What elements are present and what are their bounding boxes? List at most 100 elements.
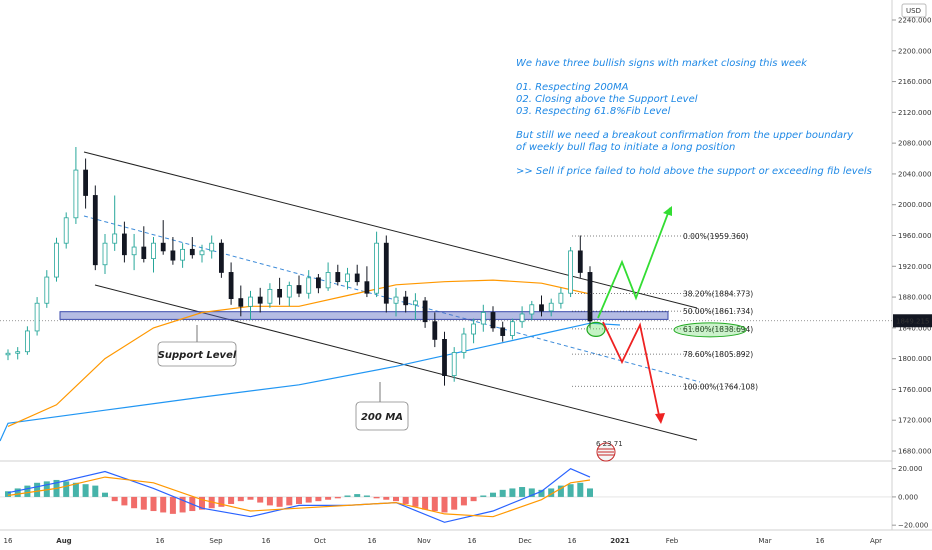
macd-histogram-bar (451, 496, 458, 510)
ma200-callout-text: 200 MA (361, 412, 403, 423)
macd-histogram-bar (470, 496, 477, 502)
macd-histogram-bar (431, 496, 438, 512)
annotation-line: But still we need a breakout confirmatio… (516, 130, 854, 141)
macd-histogram-bar (169, 496, 176, 514)
y-tick-label: 1800.000 (898, 355, 931, 363)
candle-body (267, 288, 273, 304)
x-tick-label: Feb (666, 537, 679, 545)
ma200-callout-box[interactable] (355, 401, 409, 431)
macd-line[interactable] (7, 468, 591, 523)
candle-body (151, 242, 156, 259)
macd-histogram-bar (121, 496, 128, 506)
macd-histogram-bar (160, 496, 167, 513)
candle-body (364, 281, 370, 294)
candle-body (403, 296, 409, 306)
macd-histogram-bar (363, 495, 370, 497)
candle-body (92, 195, 98, 266)
y-tick-label: 1720.000 (898, 417, 931, 425)
price-badge-text: 1849.215 (896, 317, 929, 325)
candle-body (228, 272, 234, 300)
macd-histogram-bar (334, 496, 341, 499)
candle-body (519, 313, 525, 323)
support-callout-text: Support Level (158, 350, 237, 361)
x-tick-label: Dec (518, 537, 532, 545)
y-tick-label: 2240.000 (898, 17, 931, 25)
macd-histogram-bar (24, 485, 31, 497)
x-tick-label: 16 (368, 537, 377, 545)
candle-body (209, 242, 215, 252)
candle-body (548, 302, 554, 312)
macd-histogram-bar (315, 496, 322, 502)
candle-body (15, 351, 21, 354)
channel-lower-line[interactable] (94, 284, 698, 441)
annotation-line: of weekly bull flag to initiate a long p… (516, 142, 735, 153)
candle-body (141, 246, 147, 259)
macd-histogram-bar (373, 496, 380, 499)
x-tick-label: Apr (870, 537, 882, 545)
bull-arrow-head (663, 206, 672, 216)
fib-level-label: 0.00%(1959.360) (683, 232, 749, 241)
macd-histogram-bar (247, 496, 254, 500)
macd-histogram-bar (286, 496, 293, 506)
candle-body (432, 321, 438, 340)
support-zone[interactable] (59, 311, 669, 320)
candle-body (315, 277, 321, 289)
macd-histogram-bar (548, 488, 555, 497)
macd-histogram-bar (383, 496, 390, 500)
candle-body (568, 250, 573, 294)
y-tick-label: 2000.000 (898, 201, 931, 209)
macd-histogram-bar (587, 488, 593, 497)
macd-histogram-bar (266, 496, 273, 506)
price-badge (893, 314, 932, 328)
y-tick-label: 2200.000 (898, 47, 931, 55)
macd-histogram-bar (179, 496, 186, 513)
macd-histogram-bar (72, 482, 79, 497)
macd-histogram-bar (354, 494, 361, 497)
fib-level-label: 38.20%(1884.773) (683, 289, 753, 298)
macd-histogram-bar (567, 484, 574, 497)
macd-histogram-bar (63, 481, 70, 497)
x-tick-label: 2021 (610, 537, 630, 545)
bull-projection-arrow[interactable] (597, 207, 671, 319)
bear-projection-arrow[interactable] (602, 321, 661, 421)
y-tick-label: 2120.000 (898, 109, 931, 117)
y-tick-label: 1920.000 (898, 263, 931, 271)
candle-body (393, 296, 399, 304)
candle-body (5, 352, 11, 356)
channel-mid-dashed-line[interactable] (83, 215, 701, 383)
y-tick-label: 2080.000 (898, 140, 931, 148)
macd-histogram-bar (577, 482, 584, 497)
touch-circle[interactable] (586, 321, 606, 337)
macd-histogram-bar (557, 485, 564, 497)
support-callout-box[interactable] (157, 341, 237, 367)
candle-body (170, 250, 176, 261)
candle-body (587, 272, 593, 322)
ma-50-line[interactable] (7, 279, 591, 427)
macd-signal-line[interactable] (7, 476, 591, 518)
macd-histogram-bar (199, 496, 205, 510)
x-tick-label: 16 (816, 537, 825, 545)
macd-histogram-bar (499, 489, 506, 497)
candle-body (325, 272, 331, 289)
candle-body (461, 333, 467, 353)
macd-histogram-bar (460, 496, 467, 506)
ma-200-line[interactable] (0, 322, 621, 442)
macd-histogram-bar (237, 496, 244, 502)
fib-61-highlight[interactable] (673, 322, 747, 338)
macd-histogram-bar (218, 496, 225, 507)
macd-histogram-bar (43, 481, 50, 497)
annotation-line: 03. Respecting 61.8%Fib Level (516, 106, 671, 117)
fib-level-label: 61.80%(1838.694) (683, 325, 753, 334)
x-tick-label: Oct (314, 537, 326, 545)
annotation-line: We have three bullish signs with market … (516, 58, 808, 69)
candle-body (296, 285, 302, 294)
channel-upper-line[interactable] (83, 151, 698, 309)
candle-body (354, 273, 360, 283)
x-tick-label: Mar (758, 537, 771, 545)
candle-body (257, 296, 263, 304)
macd-histogram-bar (412, 496, 419, 507)
currency-box[interactable] (901, 3, 927, 18)
